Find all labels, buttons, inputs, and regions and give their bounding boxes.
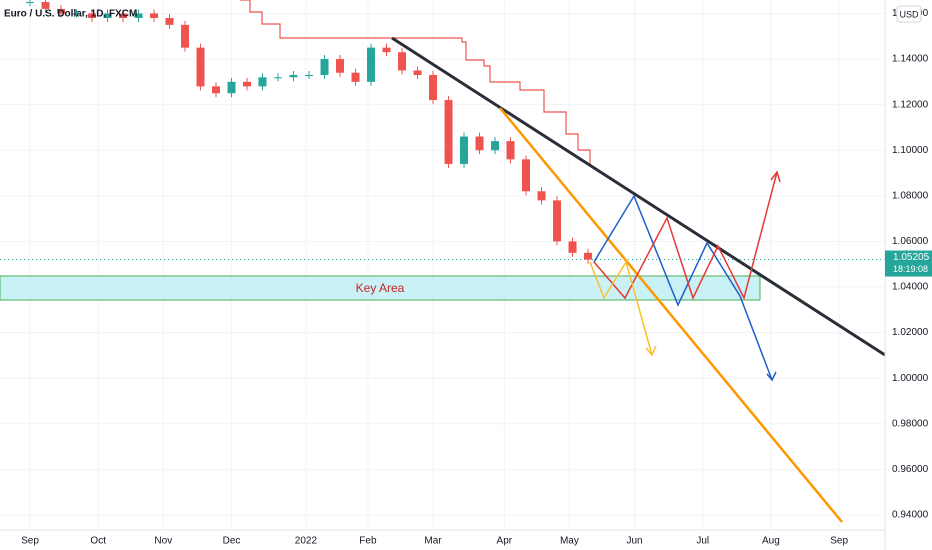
y-tick-label: 1.08000	[892, 190, 929, 201]
x-tick-label: Apr	[497, 536, 513, 547]
x-tick-label: Dec	[223, 536, 241, 547]
y-tick-label: 1.10000	[892, 145, 929, 156]
y-tick-label: 1.12000	[892, 99, 929, 110]
y-tick-label: 0.98000	[892, 418, 929, 429]
candle-body	[165, 18, 174, 25]
candle-body	[243, 81, 252, 87]
candle-body	[41, 2, 50, 9]
chart-title: Euro / U.S. Dollar, 1D, FXCM	[4, 9, 137, 20]
x-tick-label: Aug	[762, 536, 780, 547]
countdown: 18:19:08	[893, 264, 928, 274]
y-tick-label: 1.00000	[892, 373, 929, 384]
trend-line	[391, 36, 886, 357]
candle-body	[103, 13, 112, 19]
y-tick-label: 1.06000	[892, 236, 929, 247]
candle-body	[553, 200, 562, 242]
x-tick-label: Mar	[424, 536, 442, 547]
x-tick-label: 2022	[295, 536, 318, 547]
last-price-label: 1.05205	[893, 252, 930, 263]
candle-body	[320, 59, 329, 75]
candle-body	[258, 77, 267, 87]
candles	[26, 0, 593, 264]
candle-body	[134, 13, 143, 19]
candle-body	[119, 13, 128, 19]
candle-body	[568, 241, 577, 253]
x-tick-label: Sep	[830, 536, 848, 547]
candle-body	[444, 100, 453, 164]
projection	[593, 171, 778, 301]
candle-body	[336, 59, 345, 73]
x-tick-label: Sep	[21, 536, 39, 547]
arrow-head	[770, 170, 781, 183]
y-tick-label: 1.02000	[892, 327, 929, 338]
candle-body	[227, 81, 236, 94]
x-tick-label: Nov	[154, 536, 172, 547]
arrow-head	[645, 345, 657, 357]
x-tick-label: Oct	[90, 536, 106, 547]
projection	[593, 194, 773, 381]
trend-line	[499, 107, 843, 523]
x-tick-label: Feb	[359, 536, 377, 547]
candle-body	[181, 24, 190, 48]
candle-body	[367, 47, 376, 82]
candle-body	[413, 70, 422, 75]
key-area-label: Key Area	[356, 281, 405, 295]
y-tick-label: 1.04000	[892, 282, 929, 293]
candle-body	[150, 13, 159, 19]
candle-body	[289, 74, 298, 78]
candle-body	[72, 13, 81, 15]
stop-line	[240, 0, 591, 166]
x-tick-label: Jun	[626, 536, 642, 547]
candle-body	[305, 74, 314, 76]
currency-badge[interactable]	[896, 5, 922, 23]
y-tick-label: 0.96000	[892, 464, 929, 475]
candle-body	[196, 47, 205, 87]
candle-body	[537, 191, 546, 201]
candle-body	[88, 13, 97, 19]
y-tick-label: 1.14000	[892, 54, 929, 65]
candle-body	[26, 2, 35, 4]
candle-body	[491, 141, 500, 151]
candle-body	[460, 136, 469, 164]
candle-body	[212, 86, 221, 94]
candle-body	[506, 141, 515, 160]
candle-body	[57, 8, 66, 14]
candle-body	[382, 47, 391, 53]
x-tick-label: May	[560, 536, 579, 547]
candle-body	[429, 74, 438, 101]
candle-body	[584, 252, 593, 260]
candle-body	[351, 72, 360, 82]
candle-body	[475, 136, 484, 151]
candle-body	[522, 159, 531, 192]
candle-body	[274, 77, 283, 79]
last-price-box	[885, 250, 932, 277]
arrow-head	[766, 371, 777, 382]
y-tick-label: 0.94000	[892, 510, 929, 521]
x-tick-label: Jul	[696, 536, 709, 547]
currency: USD	[899, 9, 919, 19]
candle-body	[398, 52, 407, 71]
projection	[589, 260, 653, 356]
